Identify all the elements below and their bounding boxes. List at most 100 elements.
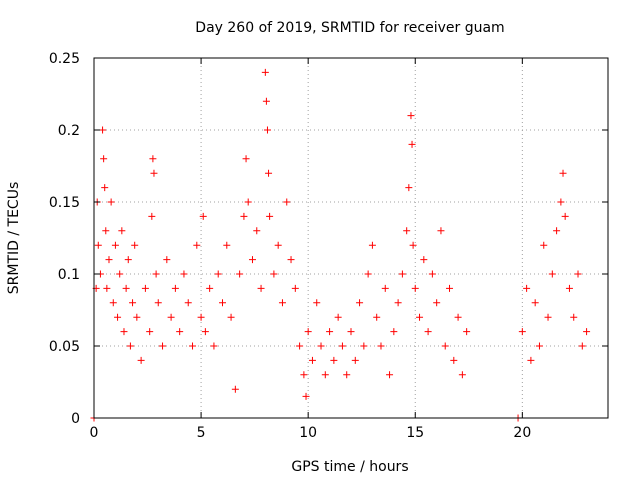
- y-axis-title: SRMTID / TECUs: [6, 182, 22, 295]
- data-point: [454, 313, 462, 321]
- x-axis-title: GPS time / hours: [291, 459, 408, 475]
- y-tick-label: 0: [71, 411, 80, 427]
- data-point: [398, 270, 406, 278]
- data-point: [296, 342, 304, 350]
- data-point: [265, 169, 273, 177]
- data-point: [561, 212, 569, 220]
- data-point: [253, 227, 261, 235]
- data-point: [535, 342, 543, 350]
- data-point: [527, 356, 535, 364]
- data-point: [261, 68, 269, 76]
- data-point: [544, 313, 552, 321]
- plot-frame: [93, 57, 609, 419]
- data-point: [287, 256, 295, 264]
- data-point: [411, 284, 419, 292]
- data-point: [99, 126, 107, 134]
- data-point: [152, 270, 160, 278]
- data-point: [129, 299, 137, 307]
- data-point: [180, 270, 188, 278]
- data-point: [163, 256, 171, 264]
- data-points: [90, 68, 591, 422]
- data-point: [441, 342, 449, 350]
- data-point: [377, 342, 385, 350]
- axis-ticks: [93, 57, 608, 419]
- data-point: [403, 227, 411, 235]
- data-point: [373, 313, 381, 321]
- data-point: [141, 284, 149, 292]
- data-point: [201, 328, 209, 336]
- data-point: [210, 342, 218, 350]
- data-point: [120, 328, 128, 336]
- data-point: [356, 299, 364, 307]
- data-point: [300, 371, 308, 379]
- tick-labels: 0 5 10 15 20 0 0.05 0.1 0.15 0.2 0.25: [49, 51, 531, 441]
- data-point: [126, 342, 134, 350]
- data-point: [176, 328, 184, 336]
- data-point: [386, 371, 394, 379]
- data-point: [227, 313, 235, 321]
- data-point: [523, 284, 531, 292]
- data-point: [111, 241, 119, 249]
- data-point: [394, 299, 402, 307]
- data-point: [154, 299, 162, 307]
- data-point: [100, 155, 108, 163]
- data-point: [420, 256, 428, 264]
- data-point: [381, 284, 389, 292]
- data-point: [557, 198, 565, 206]
- data-point: [283, 198, 291, 206]
- data-point: [330, 356, 338, 364]
- data-point: [428, 270, 436, 278]
- data-point: [407, 112, 415, 120]
- y-tick-label: 0.2: [58, 123, 80, 139]
- data-point: [242, 155, 250, 163]
- data-point: [565, 284, 573, 292]
- data-point: [583, 328, 591, 336]
- data-point: [308, 356, 316, 364]
- data-point: [302, 392, 310, 400]
- data-point: [240, 212, 248, 220]
- x-tick-label: 5: [197, 425, 206, 441]
- data-point: [189, 342, 197, 350]
- data-point: [540, 241, 548, 249]
- data-point: [531, 299, 539, 307]
- data-point: [408, 140, 416, 148]
- data-point: [270, 270, 278, 278]
- data-point: [101, 184, 109, 192]
- data-point: [317, 342, 325, 350]
- data-point: [446, 284, 454, 292]
- data-point: [159, 342, 167, 350]
- data-point: [103, 284, 111, 292]
- data-point: [274, 241, 282, 249]
- chart-title: Day 260 of 2019, SRMTID for receiver gua…: [195, 20, 504, 36]
- data-point: [105, 256, 113, 264]
- data-point: [124, 256, 132, 264]
- data-point: [364, 270, 372, 278]
- data-point: [343, 371, 351, 379]
- data-point: [458, 371, 466, 379]
- data-point: [231, 385, 239, 393]
- data-point: [148, 212, 156, 220]
- data-point: [223, 241, 231, 249]
- data-point: [219, 299, 226, 307]
- data-point: [248, 256, 256, 264]
- data-point: [146, 328, 154, 336]
- data-point: [326, 328, 334, 336]
- x-tick-label: 10: [299, 425, 317, 441]
- data-point: [167, 313, 175, 321]
- data-point: [291, 284, 299, 292]
- data-point: [424, 328, 432, 336]
- data-point: [360, 342, 368, 350]
- data-point: [347, 328, 355, 336]
- data-point: [351, 356, 359, 364]
- data-point: [150, 169, 158, 177]
- data-point: [263, 126, 271, 134]
- x-tick-label: 0: [90, 425, 99, 441]
- data-point: [236, 270, 244, 278]
- y-tick-label: 0.1: [58, 267, 80, 283]
- data-point: [304, 328, 312, 336]
- data-point: [338, 342, 346, 350]
- data-point: [114, 313, 122, 321]
- data-point: [570, 313, 578, 321]
- data-point: [118, 227, 126, 235]
- grid-lines: [94, 58, 608, 418]
